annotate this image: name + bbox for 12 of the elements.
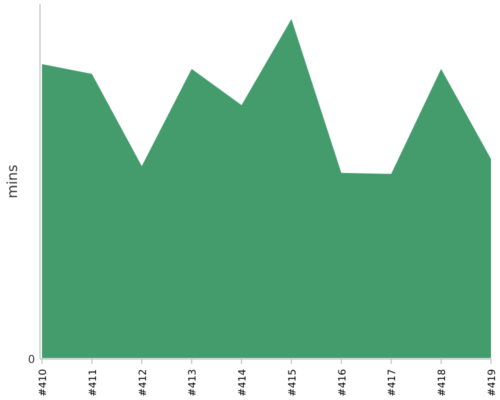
x-tick-label: #411 [88,369,99,396]
x-tick-label: #418 [437,369,448,396]
y-axis-title: mins [5,164,21,198]
x-tick-label: #413 [188,369,199,396]
x-tick-label: #410 [38,369,49,396]
x-tick-label: #412 [138,369,149,396]
x-tick-label: #415 [287,369,298,396]
x-tick-label: #416 [337,369,348,396]
x-tick-label: #417 [387,369,398,396]
x-tick-label: #419 [487,369,498,396]
x-tick-label: #414 [238,369,249,396]
text: 0 [28,352,35,366]
